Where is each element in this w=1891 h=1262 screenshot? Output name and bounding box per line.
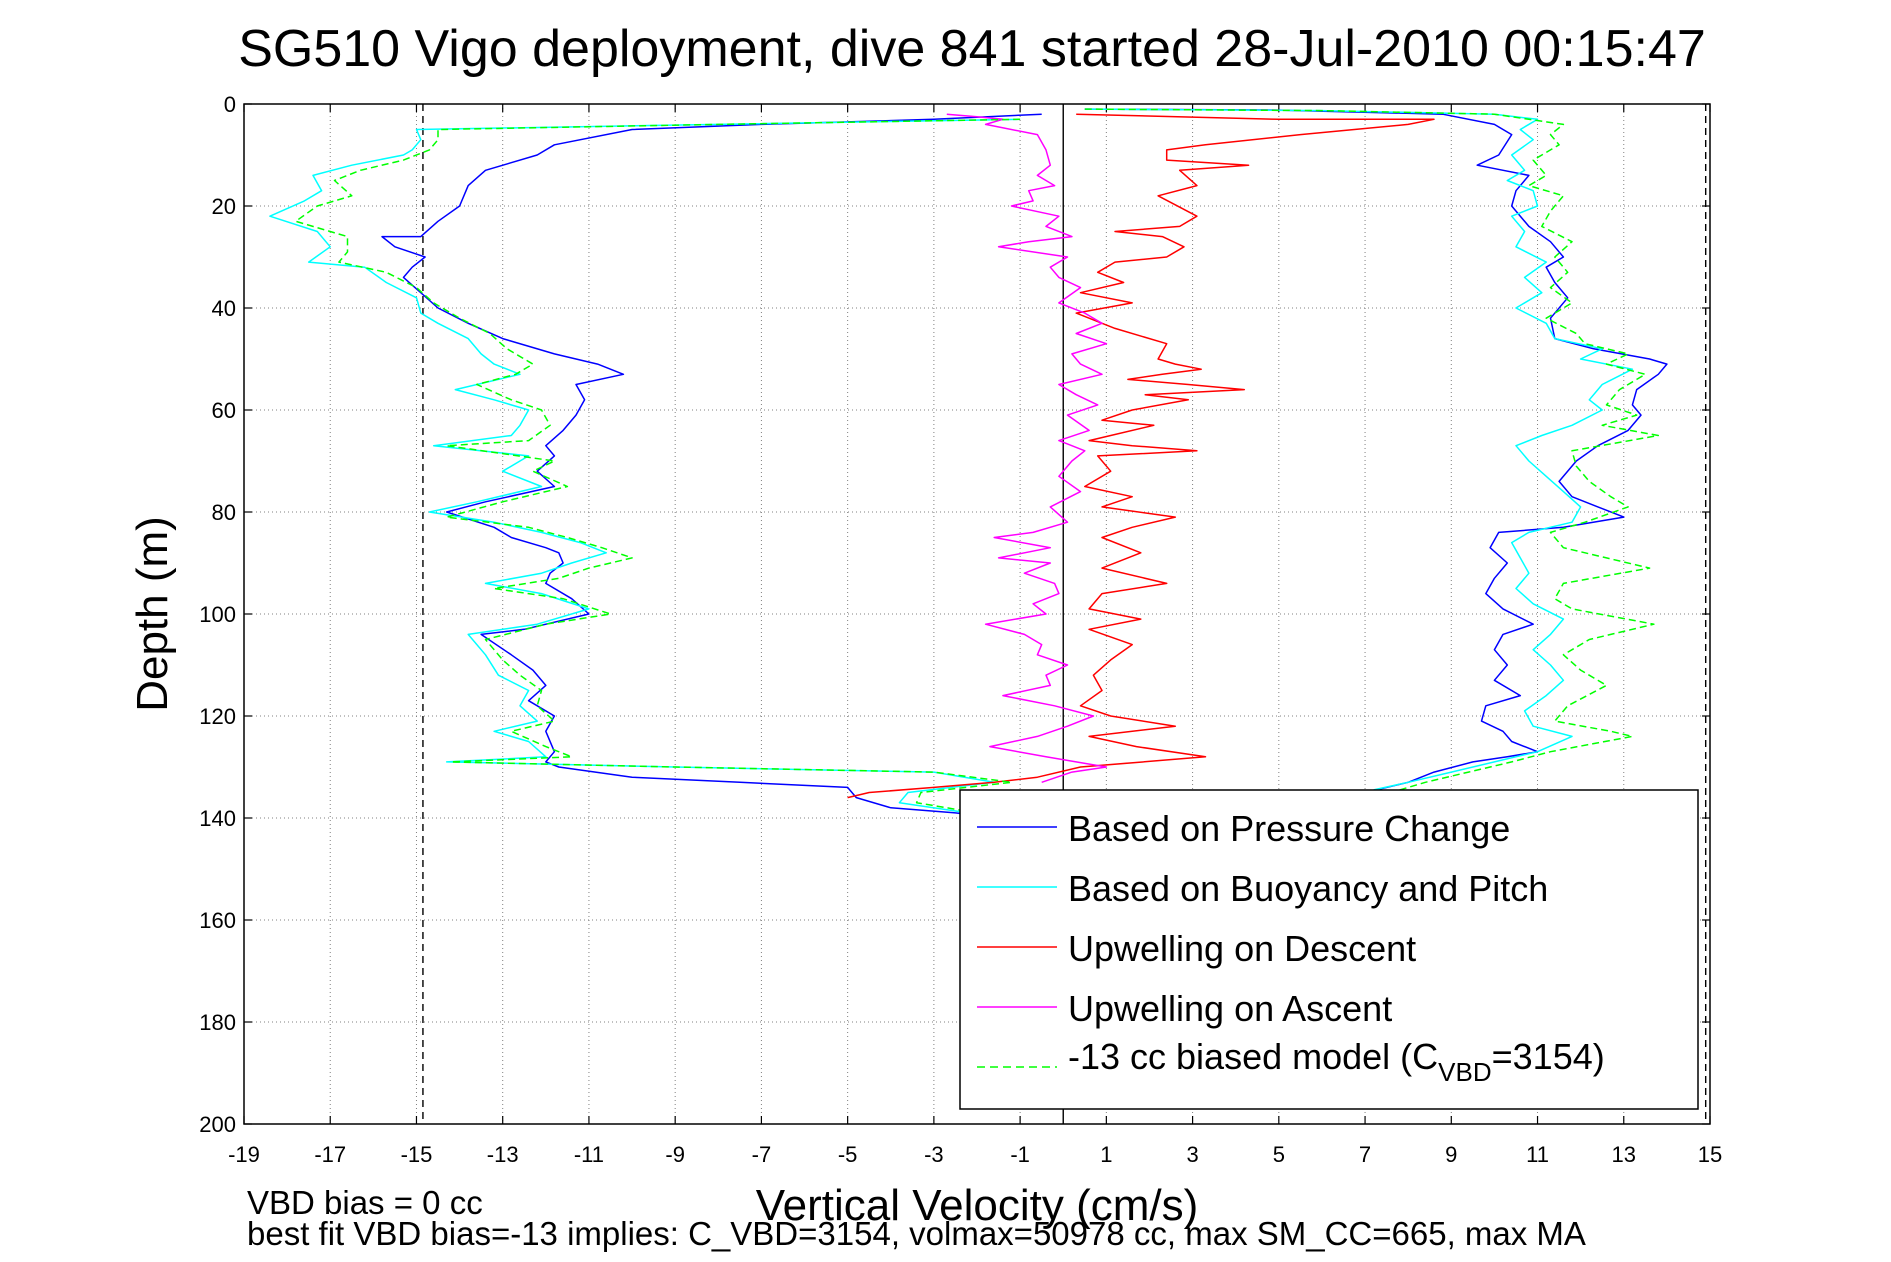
series-line-6 <box>1084 108 1634 791</box>
y-tick-label: 160 <box>199 908 236 933</box>
x-tick-label: -13 <box>487 1142 519 1167</box>
legend-label-pressure: Based on Pressure Change <box>1068 808 1510 849</box>
y-axis-label: Depth (m) <box>128 516 177 712</box>
series-line-2 <box>847 113 1435 799</box>
series-line-7 <box>1084 108 1660 794</box>
x-tick-label: -15 <box>401 1142 433 1167</box>
y-tick-label: 40 <box>212 296 236 321</box>
x-tick-label: 11 <box>1526 1142 1549 1167</box>
plot-frame <box>243 103 1711 1125</box>
legend-label-biased-sub: VBD <box>1438 1057 1491 1087</box>
series-line-3 <box>946 113 1108 784</box>
x-tick-label: -17 <box>314 1142 346 1167</box>
legend-label-ascent: Upwelling on Ascent <box>1068 988 1392 1029</box>
legend-label-buoyancy: Based on Buoyancy and Pitch <box>1068 868 1548 909</box>
x-tick-labels: -19 -17 -15 -13 -11 -9 -7 -5 -3 -1 1 3 5 7 9 11 13 15 <box>228 1142 1722 1167</box>
legend-label-biased-tail: =3154) <box>1492 1036 1605 1077</box>
y-tick-label: 20 <box>212 194 236 219</box>
y-tick-label: 140 <box>199 806 236 831</box>
legend-label-descent: Upwelling on Descent <box>1068 928 1416 969</box>
series-line-1 <box>269 118 1021 819</box>
x-tick-label: 5 <box>1273 1142 1285 1167</box>
x-tick-label: -5 <box>838 1142 858 1167</box>
y-tick-labels: 0 20 40 60 80 100 120 140 160 180 200 <box>199 92 236 1137</box>
y-tick-label: 120 <box>199 704 236 729</box>
x-tick-label: 13 <box>1612 1142 1636 1167</box>
x-tick-label: -7 <box>752 1142 772 1167</box>
y-tick-label: 60 <box>212 398 236 423</box>
legend-box <box>959 789 1699 1110</box>
legend-label-biased-model: -13 cc biased model (CVBD=3154) <box>1068 1036 1605 1087</box>
x-tick-label: -11 <box>574 1142 604 1167</box>
series-layer <box>269 108 1668 819</box>
x-tick-label: 15 <box>1698 1142 1722 1167</box>
series-line-5 <box>1084 108 1668 796</box>
x-tick-label: 3 <box>1186 1142 1198 1167</box>
legend-label-biased-main: -13 cc biased model (C <box>1068 1036 1438 1077</box>
y-tick-label: 180 <box>199 1010 236 1035</box>
x-tick-label: 7 <box>1359 1142 1371 1167</box>
x-tick-label: -19 <box>228 1142 260 1167</box>
chart-title: SG510 Vigo deployment, dive 841 started … <box>238 20 1706 78</box>
y-tick-label: 80 <box>212 500 236 525</box>
footnote-line-1: VBD bias = 0 cc <box>247 1184 483 1221</box>
x-tick-label: -3 <box>924 1142 944 1167</box>
y-tick-label: 200 <box>199 1112 236 1137</box>
series-line-4 <box>294 118 1021 819</box>
legend: Based on Pressure Change Based on Buoyan… <box>959 789 1699 1110</box>
y-tick-label: 0 <box>224 92 236 117</box>
series-line-0 <box>381 113 1042 819</box>
x-tick-label: 1 <box>1100 1142 1112 1167</box>
x-tick-label: -1 <box>1010 1142 1030 1167</box>
x-tick-label: -9 <box>665 1142 685 1167</box>
footnote-line-2: best fit VBD bias=-13 implies: C_VBD=315… <box>247 1215 1586 1252</box>
x-tick-label: 9 <box>1445 1142 1457 1167</box>
y-tick-label: 100 <box>199 602 236 627</box>
x-axis-label: Vertical Velocity (cm/s) <box>756 1181 1199 1230</box>
